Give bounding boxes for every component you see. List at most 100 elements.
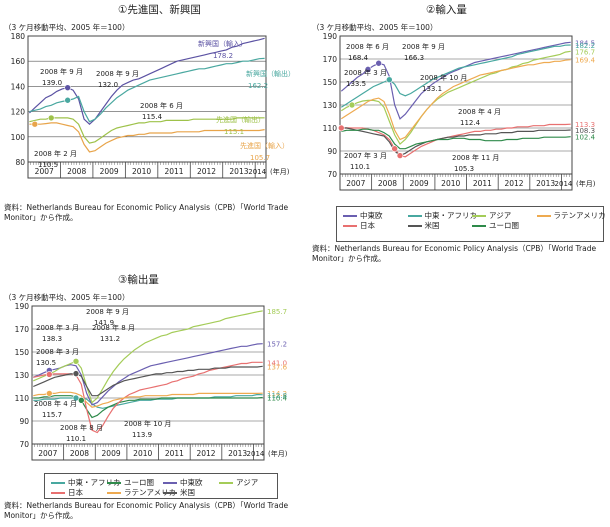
series-line-1 [33,395,263,419]
y-tick-label: 130 [15,371,30,380]
y-tick-label: 150 [15,348,30,357]
legend-swatch [51,492,65,494]
x-tick-label: 2008 [378,179,397,188]
annotation-value: 133.5 [346,80,366,88]
legend-swatch [343,215,357,217]
x-tick-label: 2014 [248,168,266,176]
legend-item: 日本 [343,220,375,231]
x-tick-label: 2010 [441,179,460,188]
legend-item: アジア [219,477,258,488]
series-line-2 [29,117,265,144]
x-tick-label: 2008 [70,449,89,458]
legend-label: ユーロ圏 [124,478,154,487]
legend-label: アジア [236,478,259,487]
legend-item: ラテンアメリカ [107,487,176,498]
annotation-label: 2008 年 9 月 [40,67,83,76]
annotation-label: 2008 年 8 月 [92,323,135,332]
end-value-label: 184.5 [575,39,595,47]
peak-marker [386,76,393,84]
annotation-value: 110.5 [38,161,58,169]
legend-label: ラテンアメリカ [124,488,177,497]
x-tick-label: 2011 [164,167,183,176]
end-value-label: 110.4 [267,395,288,403]
annotation-label: 2008 年 4 月 [34,399,77,408]
y-tick-label: 150 [323,78,338,87]
legend-label: ユーロ圏 [489,221,519,230]
annotation-value: 178.2 [213,52,233,60]
annotation-value: 133.1 [422,85,442,93]
annotation-label: 2008 年 11 月 [452,153,499,162]
annotation-label: 新興国（輸入） [198,39,247,48]
legend-swatch [51,482,65,484]
legend-label: ラテンアメリカ [553,211,606,220]
x-tick-label: 2011 [473,179,492,188]
annotation-label: 2008 年 3 月 [344,68,387,77]
legend-item: 日本 [51,487,83,498]
y-tick-label: 110 [15,394,30,403]
chart3-title: ③輸出量 [118,274,159,286]
end-value-label: 113.3 [575,121,595,129]
annotation-value: 166.3 [404,54,424,62]
chart3-svg: 70 90 110 130 150 170 190 2007 2008 2009 2010 2011 2… [15,302,288,461]
annotation-value: 110.1 [350,163,370,171]
legend-label: アジア [489,211,512,220]
x-tick-label: 2010 [133,449,152,458]
x-unit-label: (年月) [268,449,288,458]
legend-swatch [472,215,486,217]
peak-marker [72,370,80,377]
y-tick-label: 120 [11,108,26,117]
x-tick-label: 2011 [165,449,184,458]
annotation-value: 112.4 [460,119,481,127]
end-value-label: 185.7 [267,308,287,316]
annotation-value: 162.2 [248,82,268,90]
peak-marker [31,120,39,128]
legend-item: 中東欧 [343,210,383,221]
end-value-label: 157.2 [267,341,287,349]
x-unit-label: (年月) [576,179,596,188]
end-value-label: 102.4 [575,134,596,142]
end-value-label: 112.8 [267,392,287,400]
y-tick-label: 100 [11,133,26,142]
x-tick-label: 2014 [555,180,573,188]
annotation-value: 105.3 [454,165,474,173]
legend-label: 中東欧 [360,211,383,220]
y-tick-label: 70 [19,440,29,449]
chart1-svg: 80 100 120 140 160 180 2007 2008 2009 2010 2011 201… [11,32,295,179]
legend-swatch [536,215,551,217]
y-tick-label: 180 [11,32,26,41]
x-tick-label: 2009 [410,179,429,188]
annotation-value: 115.4 [142,113,163,121]
peak-marker [47,114,55,122]
series-line-3 [340,59,571,141]
annotation-label: 2008 年 6 月 [140,101,183,110]
legend-swatch [472,225,486,227]
peak-marker [64,96,71,104]
legend-item: アジア [472,210,511,221]
x-tick-label: 2012 [197,167,216,176]
legend-item: 中東・アフリカ [407,210,477,221]
series-line-3 [33,310,263,404]
annotation-value: 115.7 [42,411,62,419]
chart2-svg: 70 90 110 130 150 170 190 2007 2008 2009 2010 2011 2… [323,32,596,191]
y-tick-label: 170 [15,325,30,334]
legend-item: ユーロ圏 [107,477,154,488]
chart2-legend: 中東欧 中東・アフリカ アジア ラテンアメリカ 日本 米国 ユーロ圏 [336,206,606,242]
chart1-unit-note: （3 ケ月移動平均、2005 年＝100） [4,23,130,32]
peak-marker [72,358,80,365]
x-tick-label: 2013 [229,167,248,176]
series-line-0 [33,393,263,409]
chart2-unit-note: （3 ケ月移動平均、2005 年＝100） [312,23,438,32]
chart2-source: 資料：Netherlands Bureau for Economic Polic… [312,244,597,263]
peak-marker [396,152,404,159]
series-line-5 [341,127,571,157]
end-value-label: 182.2 [575,42,595,50]
chart1-source: 資料：Netherlands Bureau for Economic Polic… [4,203,289,222]
peak-marker [348,101,356,109]
legend-item: 中東欧 [163,477,203,488]
annotation-label: 2008 年 6 月 [346,42,389,51]
y-tick-label: 170 [323,55,338,64]
legend-item: 中東・アフリカ [51,477,121,488]
peak-marker [78,397,85,404]
series-line-2 [340,50,571,146]
annotation-value: 115.1 [224,128,244,136]
